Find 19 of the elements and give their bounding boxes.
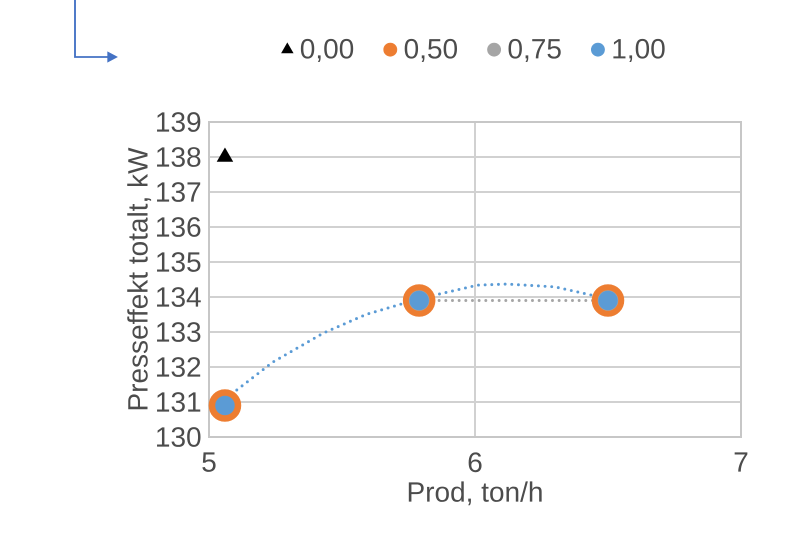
y-tick-label: 130 [157,427,201,447]
y-tick-label: 134 [157,287,201,307]
y-axis-title: Presseffekt totalt, kW [127,148,152,410]
y-tick-label: 131 [157,392,200,412]
y-tick-label: 133 [157,322,200,342]
x-tick-label: 5 [202,452,216,472]
y-tick-label: 137 [157,182,200,202]
legend-label: 1,00 [613,38,665,62]
y-tick-label: 139 [157,112,200,132]
legend-label: 0,00 [300,38,354,62]
x-axis-title: Prod, ton/h [408,481,542,506]
x-tick-label: 7 [734,452,748,472]
y-tick-label: 132 [157,357,200,377]
legend-label: 0,50 [404,38,457,62]
x-tick-label: 6 [468,452,482,472]
y-tick-label: 138 [157,147,200,167]
legend-label: 0,75 [508,38,561,62]
y-tick-label: 136 [157,217,200,237]
y-tick-label: 135 [157,252,200,272]
